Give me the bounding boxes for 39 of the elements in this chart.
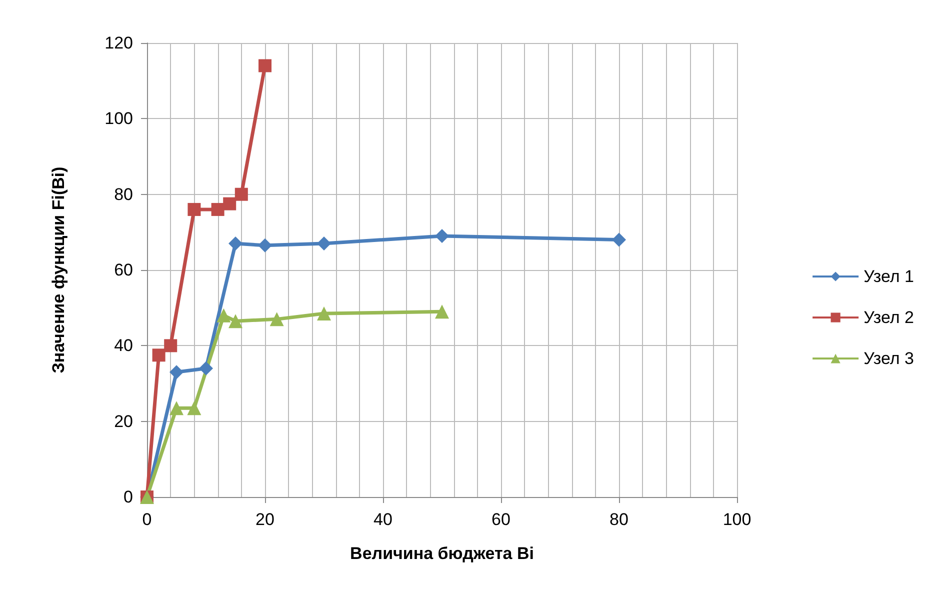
y-tick-label: 40 <box>114 336 133 356</box>
point <box>234 188 248 201</box>
point <box>435 304 449 319</box>
y-tick-label: 120 <box>104 34 133 52</box>
legend-label: Узел 3 <box>864 349 914 368</box>
point <box>223 197 236 210</box>
point <box>152 348 166 362</box>
y-axis-title: Значение функции Fi(Bi) <box>49 166 68 374</box>
y-tick-label: 80 <box>114 184 133 204</box>
point <box>170 401 184 416</box>
point <box>317 236 331 251</box>
y-tick-label: 60 <box>114 260 133 280</box>
point <box>317 306 331 321</box>
point <box>435 228 449 243</box>
x-tick-label: 80 <box>610 510 628 529</box>
legend-label: Узел 1 <box>864 267 914 286</box>
point <box>188 202 201 216</box>
point <box>270 312 284 326</box>
point <box>258 59 272 72</box>
point <box>228 314 242 328</box>
x-tick-label: 0 <box>142 510 152 529</box>
x-tick-label: 20 <box>256 510 274 529</box>
x-tick-label: 60 <box>492 510 510 529</box>
point <box>170 365 184 380</box>
x-tick-label: 100 <box>722 510 752 529</box>
point <box>164 339 178 352</box>
point <box>211 202 224 216</box>
point <box>216 308 231 322</box>
y-tick-label: 20 <box>114 412 133 431</box>
legend-label: Узел 2 <box>864 308 914 327</box>
point <box>228 236 242 251</box>
point <box>258 238 272 252</box>
point <box>199 361 213 376</box>
point <box>187 401 202 416</box>
x-axis-title: Величина бюджета Bi <box>350 544 534 563</box>
x-tick-label: 40 <box>374 510 392 529</box>
y-tick-label: 100 <box>104 109 133 128</box>
point <box>612 232 626 247</box>
y-tick-label: 0 <box>124 488 133 506</box>
